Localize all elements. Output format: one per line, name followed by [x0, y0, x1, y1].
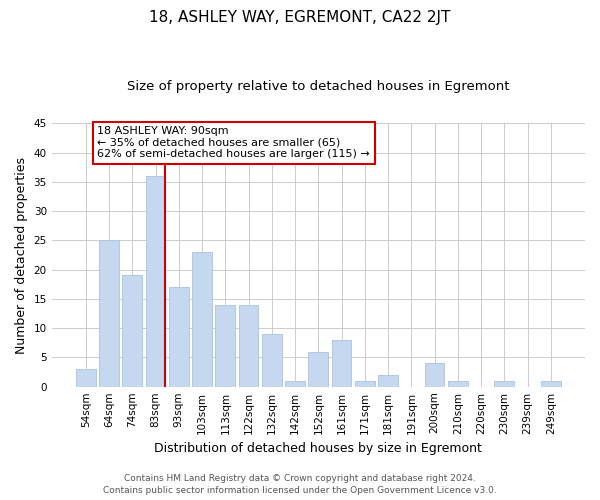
Bar: [541, 381, 561, 386]
Text: Contains HM Land Registry data © Crown copyright and database right 2024.
Contai: Contains HM Land Registry data © Crown c…: [103, 474, 497, 495]
Bar: [308, 352, 328, 386]
Bar: [425, 364, 445, 386]
Bar: [99, 240, 119, 386]
Bar: [192, 252, 212, 386]
Bar: [239, 305, 259, 386]
Bar: [76, 369, 95, 386]
Bar: [332, 340, 352, 386]
Bar: [285, 381, 305, 386]
Bar: [169, 287, 188, 386]
Bar: [494, 381, 514, 386]
Title: Size of property relative to detached houses in Egremont: Size of property relative to detached ho…: [127, 80, 509, 93]
Y-axis label: Number of detached properties: Number of detached properties: [15, 156, 28, 354]
X-axis label: Distribution of detached houses by size in Egremont: Distribution of detached houses by size …: [154, 442, 482, 455]
Bar: [448, 381, 468, 386]
Text: 18 ASHLEY WAY: 90sqm
← 35% of detached houses are smaller (65)
62% of semi-detac: 18 ASHLEY WAY: 90sqm ← 35% of detached h…: [97, 126, 370, 160]
Bar: [215, 305, 235, 386]
Bar: [262, 334, 282, 386]
Bar: [378, 375, 398, 386]
Bar: [355, 381, 375, 386]
Bar: [146, 176, 166, 386]
Text: 18, ASHLEY WAY, EGREMONT, CA22 2JT: 18, ASHLEY WAY, EGREMONT, CA22 2JT: [149, 10, 451, 25]
Bar: [122, 276, 142, 386]
